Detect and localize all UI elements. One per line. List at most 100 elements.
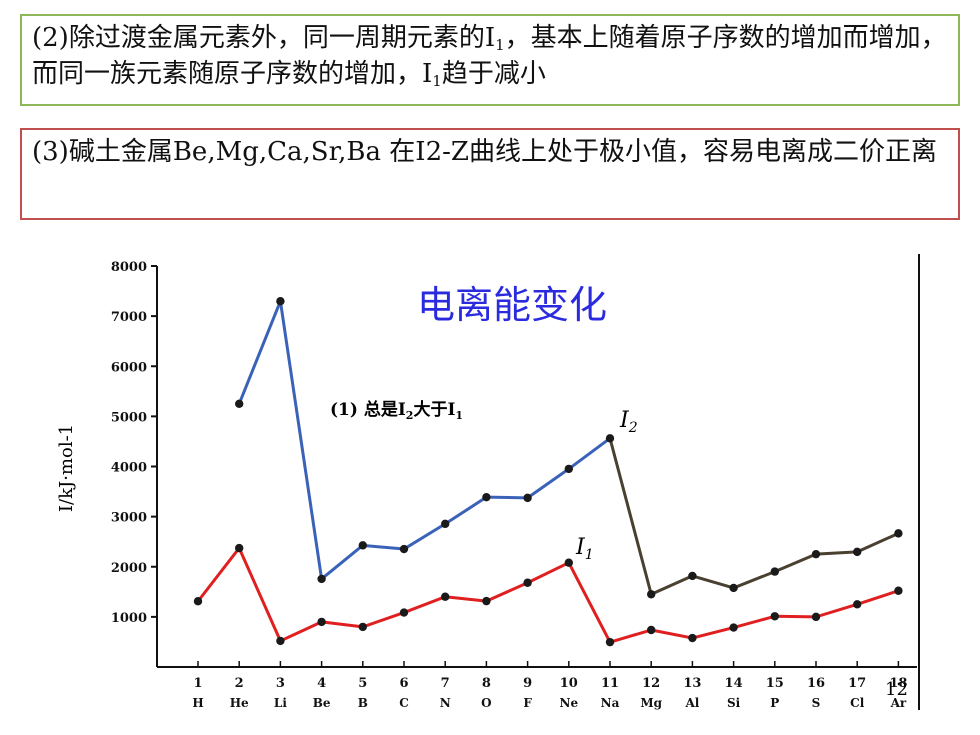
i1-point xyxy=(729,623,738,632)
i2-segment xyxy=(608,436,653,596)
i1-segment xyxy=(320,620,365,629)
chart-series xyxy=(193,296,903,647)
x-tick-label: 11 xyxy=(601,676,619,691)
element-label: O xyxy=(481,696,491,710)
i1-point xyxy=(523,578,532,587)
i2-point xyxy=(523,493,532,503)
i2-segment xyxy=(649,574,694,596)
note-2-box: (2)除过渡金属元素外，同一周期元素的I1，基本上随着原子序数的增加而增加，而同… xyxy=(20,14,960,106)
i1-point xyxy=(235,543,244,553)
note-2-text-a: (2)除过渡金属元素外，同一周期元素的I xyxy=(32,23,496,53)
i1-point xyxy=(358,622,367,632)
ionization-energy-chart: 1000 2000 3000 4000 5000 6000 7000 8000 1 H 2 He 3 Li… xyxy=(56,260,917,710)
chart-axes: 1000 2000 3000 4000 5000 6000 7000 8000 1 H 2 He 3 Li… xyxy=(111,260,917,710)
element-label: N xyxy=(440,696,451,710)
i1-segment xyxy=(237,546,282,643)
element-label: C xyxy=(399,696,409,710)
i2-point xyxy=(894,529,903,538)
x-tick-label: 15 xyxy=(766,676,784,691)
y-tick-label: 2000 xyxy=(111,561,147,576)
annotation-text-b: 大于I xyxy=(413,399,455,420)
element-label: F xyxy=(523,696,532,710)
i1-segment xyxy=(690,626,736,640)
x-tick-label: 9 xyxy=(523,676,532,691)
i2-point xyxy=(276,296,285,306)
x-tick-label: 4 xyxy=(317,676,326,691)
i2-segment xyxy=(361,543,406,551)
element-label: Ar xyxy=(890,696,907,710)
x-tick-label: 1 xyxy=(193,676,202,691)
i1-segment xyxy=(814,602,859,619)
i2-segment xyxy=(732,570,777,590)
i1-segment xyxy=(196,546,241,603)
annotation-sub-a: 2 xyxy=(406,409,414,422)
note-3-text: (3)碱土金属Be,Mg,Ca,Sr,Ba 在I2-Z曲线上处于极小值，容易电离… xyxy=(32,137,937,167)
i2-point xyxy=(399,544,409,554)
note-2-sub-2: 1 xyxy=(432,72,442,90)
x-tick-label: 12 xyxy=(642,676,660,691)
y-tick-label: 3000 xyxy=(111,511,147,526)
i2-segment xyxy=(443,495,488,526)
i1-segment xyxy=(402,595,447,615)
element-label: Be xyxy=(313,696,331,710)
i2-point xyxy=(358,541,367,550)
i1-segment xyxy=(732,614,777,630)
i2-label-sub: 2 xyxy=(628,420,638,436)
i1-series-label: I1 xyxy=(575,535,594,563)
i2-segment xyxy=(814,550,859,556)
i2-segment xyxy=(690,574,736,590)
x-tick-label: 16 xyxy=(807,676,825,691)
i1-point xyxy=(441,592,450,601)
i1-segment xyxy=(567,561,612,644)
i1-point xyxy=(894,586,903,595)
i2-segment xyxy=(402,522,447,551)
y-tick-label: 5000 xyxy=(111,410,147,425)
y-tick-label: 6000 xyxy=(111,360,147,375)
i2-segment xyxy=(237,299,282,406)
element-label: P xyxy=(770,696,779,710)
i1-point xyxy=(853,600,862,609)
element-label: Cl xyxy=(850,696,865,710)
element-label: H xyxy=(192,696,203,710)
element-label: Na xyxy=(601,696,620,710)
x-tick-label: 2 xyxy=(235,676,244,691)
i2-segment xyxy=(484,495,530,500)
i2-point xyxy=(235,399,244,408)
i1-label-sub: 1 xyxy=(585,547,594,563)
i2-point xyxy=(770,567,779,576)
note-2-sub-1: 1 xyxy=(495,36,505,54)
x-tick-label: 3 xyxy=(276,676,285,691)
i1-point xyxy=(399,608,409,617)
element-label: Li xyxy=(274,696,287,710)
note-2-text-b: ，基本上随着原子序数的增加而增加，而同一族元素随原子序数的增加，I xyxy=(32,23,947,89)
i2-point xyxy=(811,549,821,559)
i1-label-main: I xyxy=(575,535,586,560)
note-3-box: (3)碱土金属Be,Mg,Ca,Sr,Ba 在I2-Z曲线上处于极小值，容易电离… xyxy=(20,128,960,220)
i2-point xyxy=(482,492,491,502)
x-tick-label: 6 xyxy=(399,676,408,691)
annotation-sub-b: 1 xyxy=(455,409,463,422)
i1-segment xyxy=(278,620,324,643)
i2-point xyxy=(647,590,656,599)
i1-segment xyxy=(773,614,818,619)
x-tick-label: 5 xyxy=(358,676,367,691)
chart-annotation: (1) 总是I2大于I1 xyxy=(330,399,463,422)
i1-point xyxy=(647,625,656,635)
x-tick-label: 18 xyxy=(889,676,907,691)
y-tick-label: 8000 xyxy=(111,260,147,275)
element-label: Si xyxy=(727,696,741,710)
i2-segment xyxy=(320,543,365,581)
i1-segment xyxy=(608,628,653,644)
i1-point xyxy=(811,612,821,622)
i2-segment xyxy=(773,552,818,574)
i1-segment xyxy=(855,589,900,606)
element-label: B xyxy=(358,696,368,710)
i2-segment xyxy=(855,531,900,554)
note-2-text-c: 趋于减小 xyxy=(441,59,546,89)
i2-point xyxy=(729,583,738,593)
i1-point xyxy=(317,617,326,627)
i1-point xyxy=(193,597,203,606)
i1-point xyxy=(605,637,615,647)
i1-point xyxy=(688,633,697,643)
y-axis-label: I/kJ·mol-1 xyxy=(56,424,77,512)
